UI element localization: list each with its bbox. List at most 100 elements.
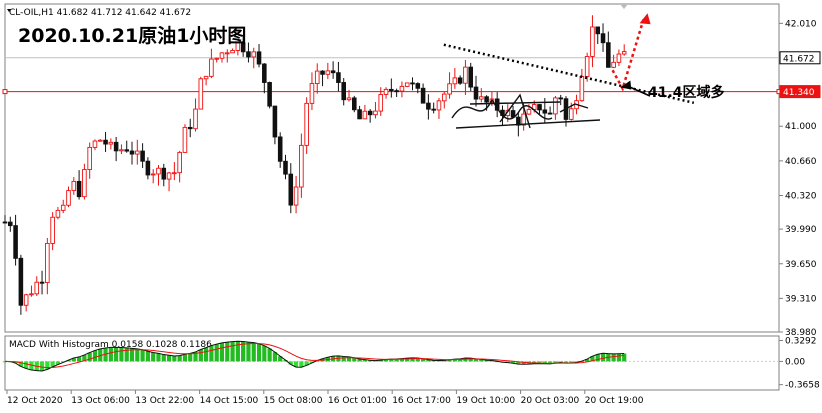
candle-body — [251, 51, 257, 58]
candle-body — [616, 53, 622, 63]
candle-body — [256, 51, 262, 65]
candle-body — [568, 108, 574, 120]
macd-histogram-bar — [71, 357, 76, 362]
candle-body — [66, 190, 71, 206]
macd-histogram-bar — [622, 353, 627, 362]
candle-body — [299, 144, 304, 188]
y-tick-label: 39.310 — [785, 294, 817, 304]
x-tick-label: 20 Oct 19:00 — [585, 396, 644, 406]
candle-body — [526, 109, 532, 115]
macd-histogram-bar — [29, 361, 34, 371]
macd-histogram-bar — [214, 344, 219, 362]
price-label-text: 41.340 — [783, 88, 815, 98]
macd-histogram-bar — [198, 349, 203, 362]
macd-histogram-bar — [87, 352, 92, 362]
candle-body — [431, 108, 436, 111]
candle-body — [606, 42, 611, 68]
candle-body — [193, 108, 198, 130]
macd-histogram-bar — [140, 349, 145, 362]
projection-arrow-line — [611, 18, 645, 92]
macd-histogram-bar — [516, 361, 521, 365]
macd-histogram-bar — [114, 347, 119, 362]
candle-body — [537, 104, 542, 111]
candle-body — [187, 126, 193, 130]
candle-body — [198, 78, 204, 110]
price-label-text: 41.672 — [783, 54, 815, 64]
annotation-text: 41.4区域多 — [648, 84, 725, 101]
candle-body — [479, 96, 484, 100]
candle-body — [558, 97, 563, 100]
macd-histogram-bar — [346, 356, 352, 362]
projection-arrowhead-icon — [639, 13, 651, 25]
candle-body — [23, 294, 29, 306]
candle-body — [394, 90, 399, 93]
macd-histogram-bar — [166, 355, 172, 362]
candle-body — [426, 102, 431, 110]
macd-histogram-bar — [484, 360, 489, 362]
candle-body — [156, 167, 161, 175]
macd-histogram-bar — [39, 361, 45, 371]
candle-body — [150, 173, 156, 176]
macd-histogram-bar — [182, 354, 188, 362]
macd-histogram-bar — [357, 358, 362, 362]
macd-histogram-bar — [521, 361, 526, 365]
candle-body — [314, 70, 320, 85]
macd-histogram-bar — [452, 359, 457, 362]
macd-histogram-bar — [410, 357, 415, 362]
macd-histogram-bar — [383, 359, 389, 362]
macd-histogram-bar — [278, 356, 283, 362]
candle-body — [383, 88, 389, 95]
candle-body — [457, 77, 463, 84]
y-tick-label: 39.650 — [785, 260, 817, 270]
macd-histogram-bar — [394, 358, 399, 362]
candle-body — [76, 180, 82, 198]
candle-body — [341, 82, 346, 101]
candle-body — [82, 169, 87, 198]
price-label-box — [779, 51, 821, 65]
candle-body — [621, 51, 627, 55]
candle-body — [325, 70, 331, 75]
candle-body — [119, 149, 124, 152]
candle-body — [452, 77, 458, 85]
x-tick-label: 16 Oct 01:00 — [328, 396, 387, 406]
candle-body — [182, 126, 188, 153]
macd-histogram-bar — [431, 360, 436, 362]
macd-y-tick-label: -0.3658 — [785, 381, 820, 391]
candle-body — [224, 52, 230, 55]
candle-body — [145, 160, 151, 176]
candle-body — [468, 66, 474, 88]
collapse-triangle-icon[interactable] — [7, 9, 11, 12]
candle-body — [362, 110, 368, 120]
candle-body — [611, 61, 616, 68]
y-tick-label: 38.980 — [785, 328, 817, 338]
macd-histogram-bar — [447, 359, 452, 362]
macd-histogram-bar — [288, 361, 293, 365]
candle-body — [283, 160, 288, 175]
candle-body — [55, 209, 61, 218]
candle-body — [584, 56, 590, 77]
candle-body — [352, 97, 357, 111]
macd-histogram-bar — [219, 342, 225, 362]
macd-histogram-bar — [76, 356, 82, 362]
x-tick-label: 20 Oct 03:00 — [521, 396, 580, 406]
macd-histogram-bar — [293, 361, 299, 368]
candle-body — [410, 82, 415, 85]
macd-histogram-bar — [341, 356, 346, 362]
macd-histogram-bar — [135, 348, 140, 362]
macd-histogram-bar — [188, 353, 193, 362]
candle-body — [579, 76, 585, 102]
candle-body — [293, 186, 299, 206]
price-label-box — [779, 85, 821, 99]
handwritten-signature-scribble — [451, 93, 601, 129]
candle-body — [473, 86, 479, 100]
y-tick-label: 40.660 — [785, 157, 817, 167]
macd-histogram-bar — [600, 353, 606, 362]
level-handle-left[interactable] — [2, 89, 8, 95]
candle-body — [277, 136, 283, 162]
candle-body — [39, 281, 45, 284]
macd-histogram-bar — [537, 361, 542, 364]
shift-marker-icon — [620, 4, 628, 9]
macd-histogram-bar — [82, 354, 87, 362]
macd-histogram-bar — [66, 360, 71, 362]
